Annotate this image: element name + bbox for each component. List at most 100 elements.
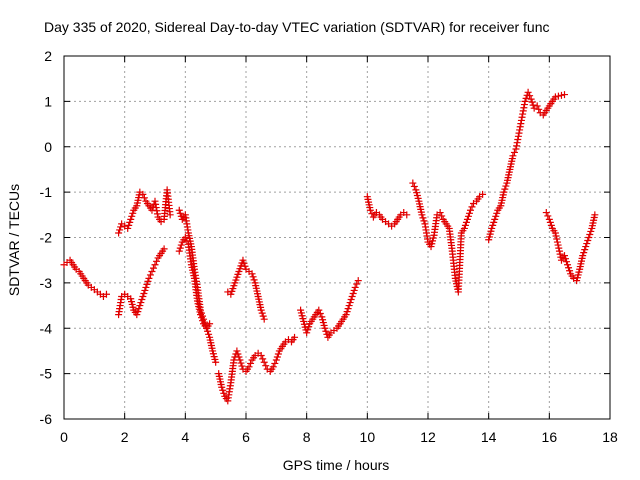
data-point [181,234,189,241]
data-point [175,247,183,255]
data-point [140,289,148,297]
series-segment-8 [297,277,362,341]
data-point [502,182,510,190]
y-tick-label: -6 [40,411,53,427]
data-point [535,105,543,113]
x-axis-label: GPS time / hours [283,457,390,473]
data-point [353,280,361,288]
data-point [233,347,241,355]
data-point [124,224,132,232]
data-point [466,206,474,214]
data-point [152,204,160,212]
data-point [259,312,267,320]
data-point [257,351,265,359]
x-tick-label: 6 [242,429,250,445]
y-tick-label: -2 [40,230,53,246]
data-point [564,261,572,269]
data-point [153,210,161,218]
data-point [176,244,184,252]
data-point [206,320,214,328]
series-segment-7 [224,256,268,323]
data-point [522,94,530,102]
data-point [198,309,206,317]
data-point [138,296,146,304]
data-point [146,271,154,279]
data-point [528,98,536,106]
data-point [491,215,499,223]
data-point [354,277,362,285]
data-point [517,120,525,128]
data-point [139,292,147,300]
data-point [554,241,562,249]
data-point [418,211,426,219]
y-tick-label: 0 [44,139,52,155]
y-axis-label: SDTVAR / TECUs [6,184,22,296]
data-point [553,238,561,246]
data-point [128,212,136,220]
data-point [544,212,552,220]
data-point [141,286,149,294]
data-point [516,123,524,131]
y-tick-label: -3 [40,275,53,291]
data-point [200,315,208,323]
data-point [136,302,144,310]
data-point [343,308,351,316]
data-point [139,190,147,198]
data-point [133,311,141,319]
data-point [351,283,359,291]
data-point [271,359,279,367]
y-tick-label: 2 [44,48,52,64]
data-point [176,209,184,217]
data-point [321,324,329,332]
data-point [462,218,470,226]
x-tick-label: 4 [181,429,189,445]
data-point [291,333,299,341]
data-point [134,308,142,316]
data-point [148,268,156,276]
data-point [315,306,323,314]
data-point [115,229,123,237]
data-point [260,315,268,323]
data-point [520,104,528,112]
data-point [230,356,238,364]
data-point [247,359,255,367]
series-segment-1 [60,256,110,300]
data-point [220,389,228,397]
data-point [241,262,249,270]
data-point [127,215,135,223]
data-point [410,182,418,190]
data-point [463,215,471,223]
data-point [460,224,468,232]
x-tick-label: 0 [60,429,68,445]
data-point [461,221,469,229]
data-point [238,362,246,370]
data-point [420,217,428,225]
data-point [542,209,550,217]
data-point [260,358,268,366]
data-point [102,290,110,298]
data-point [237,359,245,367]
data-point [582,243,590,251]
data-point [273,353,281,361]
data-point [250,276,258,284]
data-point [219,386,227,394]
x-tick-label: 18 [602,429,618,445]
data-point [304,326,312,334]
data-point [322,327,330,335]
data-point [501,185,509,193]
data-point [520,101,528,109]
data-point [468,203,476,211]
data-point [561,91,568,99]
data-point [166,211,174,219]
data-point [517,116,525,124]
data-point [514,132,522,140]
data-point [152,200,160,208]
data-point [513,139,521,147]
data-point [149,264,157,272]
data-point [205,330,213,338]
data-point [465,209,473,217]
data-point [201,318,209,326]
data-point [526,92,534,100]
